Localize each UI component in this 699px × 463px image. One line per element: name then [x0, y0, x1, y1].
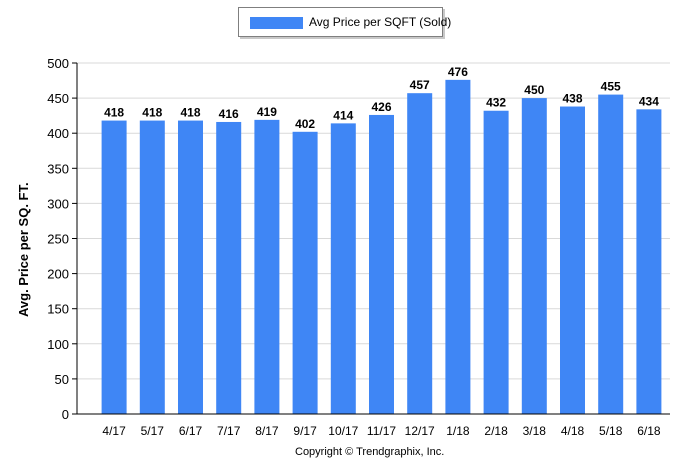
- data-label: 418: [104, 106, 124, 120]
- y-tick-label: 100: [47, 337, 69, 352]
- y-tick-label: 450: [47, 91, 69, 106]
- data-label: 418: [180, 106, 200, 120]
- x-tick-label: 10/17: [328, 424, 358, 438]
- bars: [101, 79, 662, 415]
- x-tick-label: 4/17: [102, 424, 126, 438]
- bar: [598, 94, 624, 414]
- y-tick-label: 150: [47, 302, 69, 317]
- data-label: 438: [562, 92, 582, 106]
- bar: [560, 106, 585, 415]
- bar: [178, 120, 203, 415]
- bar: [101, 120, 127, 415]
- y-tick-label: 200: [47, 267, 69, 282]
- bar: [369, 114, 394, 414]
- y-tick-label: 300: [47, 196, 69, 211]
- copyright-text: Copyright © Trendgraphix, Inc.: [295, 446, 445, 458]
- data-label: 476: [448, 65, 468, 79]
- y-axis-label: Avg. Price per SQ. FT.: [16, 182, 31, 317]
- data-label: 455: [601, 80, 621, 94]
- data-label: 419: [257, 105, 277, 119]
- x-tick-label: 5/18: [599, 424, 623, 438]
- y-tick-label: 0: [62, 407, 69, 422]
- bar: [407, 93, 433, 414]
- bar: [483, 110, 509, 415]
- legend-swatch: [250, 17, 303, 29]
- data-label: 432: [486, 96, 506, 110]
- x-tick-label: 9/17: [293, 424, 317, 438]
- data-label: 416: [219, 107, 239, 121]
- data-label: 426: [371, 100, 391, 114]
- data-label: 414: [333, 108, 353, 122]
- data-label: 418: [142, 106, 162, 120]
- x-tick-label: 6/18: [637, 424, 661, 438]
- legend: Avg Price per SQFT (Sold): [238, 7, 451, 37]
- y-tick-label: 50: [55, 372, 69, 387]
- data-label: 402: [295, 117, 315, 131]
- bar: [445, 79, 471, 415]
- bar: [521, 98, 547, 414]
- x-tick-label: 6/17: [179, 424, 203, 438]
- bar: [330, 123, 356, 414]
- y-tick-label: 350: [47, 161, 69, 176]
- x-tick-label: 7/17: [217, 424, 241, 438]
- y-tick-label: 250: [47, 232, 69, 247]
- x-tick-label: 3/18: [523, 424, 547, 438]
- data-label: 434: [639, 94, 659, 108]
- x-tick-label: 12/17: [405, 424, 435, 438]
- x-tick-label: 5/17: [141, 424, 165, 438]
- x-tick-label: 4/18: [561, 424, 585, 438]
- data-label: 457: [410, 78, 430, 92]
- y-tick-label: 400: [47, 126, 69, 141]
- x-tick-label: 11/17: [367, 424, 396, 438]
- x-tick-label: 1/18: [446, 424, 470, 438]
- x-tick-label: 8/17: [255, 424, 279, 438]
- y-tick-label: 500: [47, 56, 69, 71]
- x-tick-label: 2/18: [484, 424, 508, 438]
- tick-labels: 0 50 100 150 200 250 300 350 400 450 500 4/17 5/17 6/…: [47, 56, 661, 438]
- bar: [254, 119, 280, 414]
- axes: [72, 62, 670, 415]
- data-label: 450: [524, 83, 544, 97]
- bar: [636, 109, 662, 414]
- bar: [216, 121, 242, 414]
- legend-label: Avg Price per SQFT (Sold): [309, 15, 452, 29]
- bar: [139, 120, 165, 415]
- bar: [292, 131, 318, 414]
- data-labels: 418 418 418 416 419 402 414 426 457 476 432 450 438 4…: [104, 65, 659, 131]
